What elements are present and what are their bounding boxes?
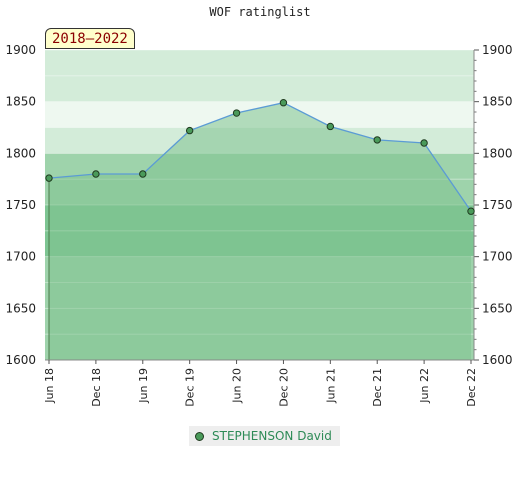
x-tick-label: Jun 21 — [324, 368, 337, 404]
y-tick-label-left: 1700 — [5, 250, 36, 264]
points-layer — [45, 99, 475, 215]
data-point — [420, 139, 428, 147]
y-tick-label-left: 1650 — [5, 301, 36, 315]
x-tick-label: Jun 18 — [43, 368, 56, 404]
period-badge: 2018–2022 — [45, 28, 135, 49]
data-point — [326, 122, 335, 131]
x-tick-label: Dec 22 — [465, 368, 478, 407]
data-point — [92, 170, 100, 178]
y-tick-label-left: 1600 — [5, 353, 36, 367]
y-axis-right: 1600 1650 1700 1750 1800 1850 1900 — [473, 43, 513, 367]
data-point — [185, 126, 194, 135]
y-axis-left: 1600 1650 1700 1750 1800 1850 1900 — [5, 43, 36, 367]
background-band — [45, 50, 474, 76]
y-tick-label-right: 1600 — [482, 353, 513, 367]
y-tick-label-right: 1650 — [482, 301, 513, 315]
series-area — [49, 102, 471, 360]
legend-series-name: STEPHENSON David — [212, 429, 332, 443]
y-tick-label-right: 1800 — [482, 146, 513, 160]
y-tick-label-left: 1750 — [5, 198, 36, 212]
x-tick-label: Jun 19 — [137, 368, 150, 404]
data-point — [373, 136, 381, 144]
background-band — [45, 75, 474, 102]
chart-title: WOF ratinglist — [209, 5, 311, 19]
legend: STEPHENSON David — [189, 426, 340, 446]
data-point — [45, 174, 53, 182]
x-tick-label: Dec 20 — [277, 368, 290, 407]
y-tick-label-right: 1850 — [482, 95, 513, 109]
series-line — [48, 102, 472, 212]
x-tick-label: Dec 19 — [184, 368, 197, 407]
y-tick-label-right: 1900 — [482, 43, 513, 57]
x-tick-label: Dec 21 — [371, 368, 384, 407]
data-point — [279, 99, 288, 107]
area-layer — [48, 102, 472, 360]
data-point — [139, 170, 147, 178]
x-tick-label: Jun 20 — [231, 368, 244, 404]
legend-marker-icon — [195, 431, 204, 441]
x-tick-label: Dec 18 — [90, 368, 103, 407]
x-axis: Jun 18 Dec 18 Jun 19 Dec 19 Jun 20 Dec 20 Jun … — [43, 359, 478, 407]
data-point — [232, 109, 241, 117]
data-point — [467, 207, 475, 215]
x-tick-label: Jun 22 — [418, 368, 431, 404]
y-tick-label-left: 1800 — [5, 146, 36, 160]
y-tick-label-left: 1850 — [5, 95, 36, 109]
y-tick-label-right: 1750 — [482, 198, 513, 212]
y-tick-label-left: 1900 — [5, 43, 36, 57]
y-tick-label-right: 1700 — [482, 250, 513, 264]
